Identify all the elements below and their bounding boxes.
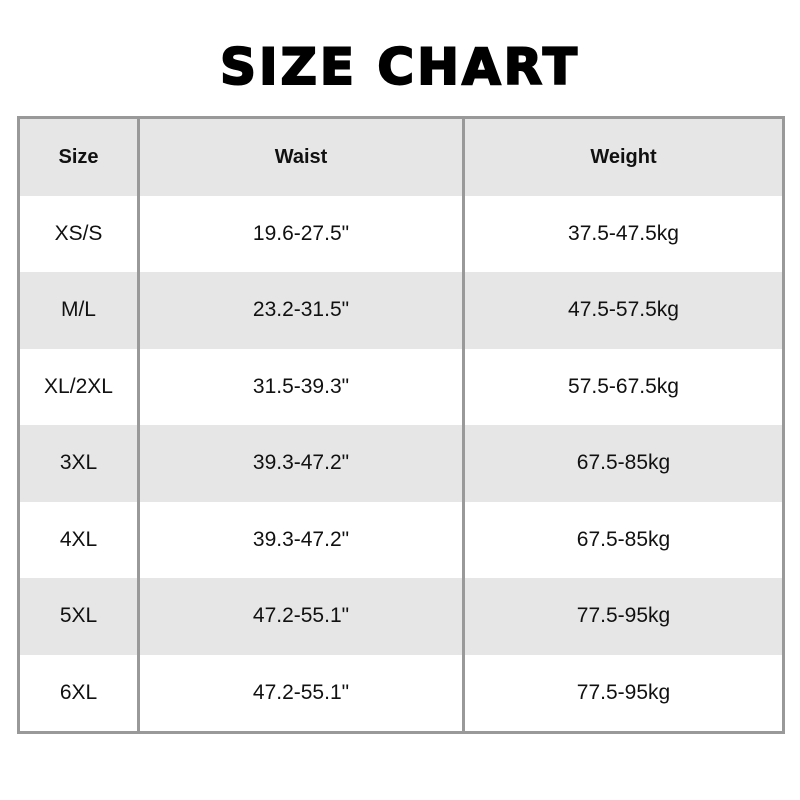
cell-weight: 57.5-67.5kg <box>568 374 679 398</box>
table-row: 6XL 47.2-55.1" 77.5-95kg <box>20 654 782 731</box>
table-row: 5XL 47.2-55.1" 77.5-95kg <box>20 578 782 655</box>
cell-size: 6XL <box>20 654 140 731</box>
cell-waist: 47.2-55.1" <box>140 654 465 731</box>
cell-weight: 67.5-85kg <box>576 451 671 475</box>
table-row: M/L 23.2-31.5" 47.5-57.5kg <box>20 272 782 349</box>
cell-waist: 31.5-39.3" <box>140 348 465 425</box>
size-chart-table: Size Waist Weight XS/S 19.6-27.5" 37.5-47.… <box>17 116 785 734</box>
header-weight: Weight <box>590 145 657 168</box>
cell-size: XS/S <box>20 195 140 272</box>
cell-size: M/L <box>20 272 140 349</box>
header-waist: Waist <box>140 119 465 196</box>
table-row: 4XL 39.3-47.2" 67.5-85kg <box>20 501 782 578</box>
cell-weight: 37.5-47.5kg <box>568 221 679 245</box>
cell-weight: 77.5-95kg <box>576 680 671 704</box>
cell-waist: 19.6-27.5" <box>140 195 465 272</box>
table-row: XL/2XL 31.5-39.3" 57.5-67.5kg <box>20 348 782 425</box>
cell-weight: 47.5-57.5kg <box>568 298 679 322</box>
header-size: Size <box>20 119 140 196</box>
cell-waist: 39.3-47.2" <box>140 501 465 578</box>
cell-waist: 47.2-55.1" <box>140 578 465 655</box>
cell-waist: 39.3-47.2" <box>140 425 465 502</box>
cell-weight: 77.5-95kg <box>576 604 671 628</box>
cell-size: 3XL <box>20 425 140 502</box>
table-row: XS/S 19.6-27.5" 37.5-47.5kg <box>20 195 782 272</box>
cell-size: 4XL <box>20 501 140 578</box>
table-row: 3XL 39.3-47.2" 67.5-85kg <box>20 425 782 502</box>
table-header-row: Size Waist Weight <box>20 119 782 196</box>
cell-size: 5XL <box>20 578 140 655</box>
cell-waist: 23.2-31.5" <box>140 272 465 349</box>
cell-size: XL/2XL <box>20 348 140 425</box>
page-title: SIZE CHART <box>219 37 581 97</box>
cell-weight: 67.5-85kg <box>576 527 671 551</box>
